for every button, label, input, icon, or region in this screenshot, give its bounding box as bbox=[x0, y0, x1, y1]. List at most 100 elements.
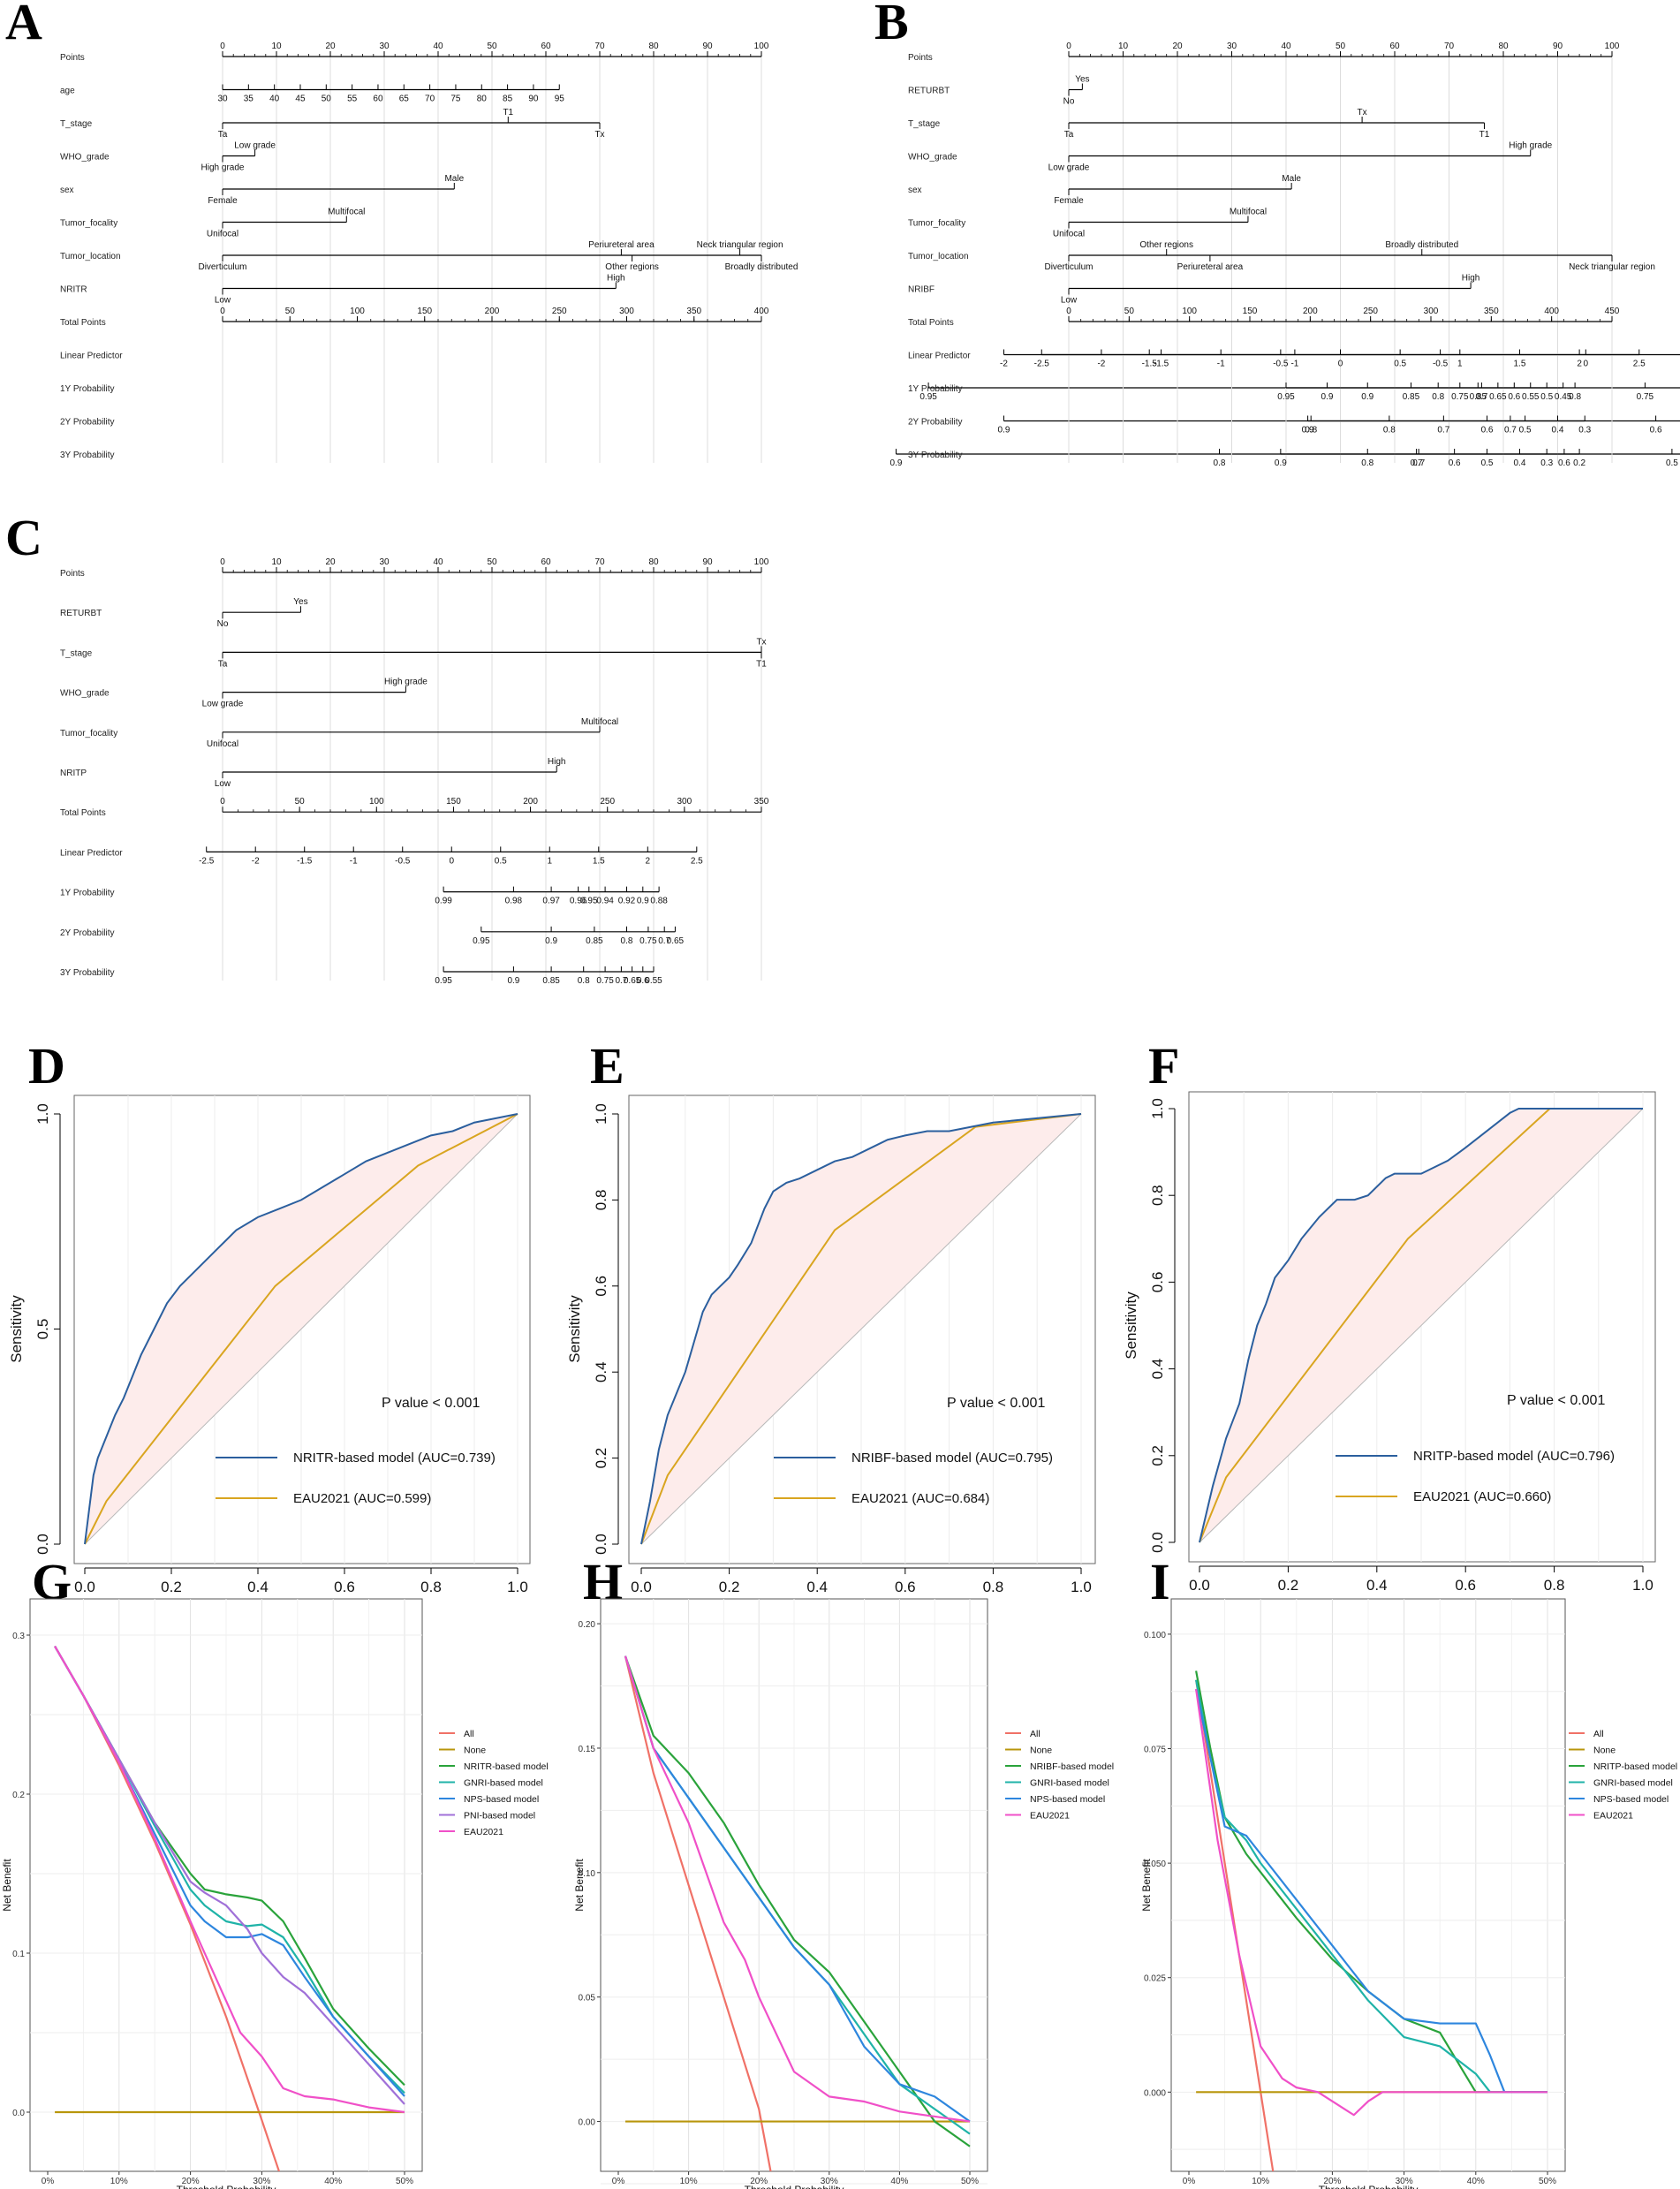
level-label-multifocal: Multifocal bbox=[328, 208, 365, 217]
level-label-neck-triangular-region: Neck triangular region bbox=[1569, 262, 1655, 272]
series-group bbox=[1195, 1670, 1548, 2171]
p-value-text: P value < 0.001 bbox=[382, 1396, 480, 1411]
roc-chart-f: 0.00.20.40.60.81.01 - Specificity0.00.20… bbox=[1123, 1091, 1656, 1621]
tick-label: -2 bbox=[1097, 360, 1105, 369]
level-label-tx: Tx bbox=[1358, 108, 1367, 117]
x-tick-label: 20% bbox=[750, 2177, 768, 2186]
y-tick-label: 0.075 bbox=[1144, 1746, 1166, 1755]
tick-label: 100 bbox=[369, 797, 384, 807]
tick-label: 0.6 bbox=[1449, 458, 1461, 468]
tick-label: 20 bbox=[1172, 42, 1183, 51]
tick-label: 0.9 bbox=[998, 426, 1010, 436]
x-axis-title: Threshold Probability bbox=[177, 2184, 276, 2189]
decision-curve-g: 0% 10% 20% 30% 40% 50% Threshold Probability 0.… bbox=[1, 1598, 549, 2189]
series-line-gnri-based-model bbox=[1195, 1679, 1548, 2094]
series-line-nritr-based-model-auc-0-739 bbox=[84, 1113, 518, 1545]
tick-label: 150 bbox=[1243, 307, 1258, 316]
x-tick-label: 0.6 bbox=[334, 1579, 355, 1595]
y-tick-label: 0.2 bbox=[12, 1791, 25, 1800]
y-tick-label: 0.0 bbox=[593, 1534, 609, 1555]
tick-label: 30 bbox=[1227, 42, 1237, 51]
tick-label: 0.6 bbox=[1481, 426, 1494, 436]
tick-label: 0.8 bbox=[1569, 392, 1581, 402]
level-label-broadly-distributed: Broadly distributed bbox=[1385, 240, 1458, 250]
tick-label: 0.55 bbox=[1522, 392, 1540, 402]
tick-label: 200 bbox=[485, 307, 500, 316]
tick-label: 0.98 bbox=[505, 897, 523, 906]
tick-label: 30 bbox=[379, 42, 390, 51]
tick-label: 1.5 bbox=[1513, 360, 1525, 369]
y-tick-label: 0.20 bbox=[579, 1620, 596, 1630]
y-tick-label: 0.8 bbox=[1149, 1185, 1166, 1206]
legend-label-eau2021: EAU2021 bbox=[1593, 1811, 1633, 1822]
tick-label: 100 bbox=[1182, 307, 1197, 316]
level-label-female: Female bbox=[1054, 196, 1084, 206]
level-label-unifocal: Unifocal bbox=[207, 739, 238, 749]
tick-label: 0.95 bbox=[919, 392, 937, 402]
tick-label: -2 bbox=[1000, 360, 1008, 369]
tick-label: 100 bbox=[350, 307, 365, 316]
y-axis-title: Sensitivity bbox=[566, 1295, 583, 1363]
row-label-linear-predictor: Linear Predictor bbox=[908, 352, 971, 361]
level-label-low: Low bbox=[215, 296, 231, 306]
tick-label: 60 bbox=[541, 42, 551, 51]
level-label-diverticulum: Diverticulum bbox=[198, 262, 246, 272]
series-line-nritp-based-model-auc-0-796 bbox=[1199, 1108, 1643, 1543]
tick-label: 0.4 bbox=[1552, 426, 1564, 436]
tick-label: 0.75 bbox=[596, 976, 614, 986]
row-label-t-stage: T_stage bbox=[60, 119, 93, 129]
tick-label: 50 bbox=[487, 557, 497, 567]
level-label-periureteral-area: Periureteral area bbox=[1177, 262, 1244, 272]
tick-label: 60 bbox=[1389, 42, 1400, 51]
tick-label: 250 bbox=[600, 797, 615, 807]
tick-label: -1 bbox=[1290, 360, 1298, 369]
tick-label: 0.9 bbox=[545, 936, 557, 946]
tick-label: 0.7 bbox=[1475, 392, 1487, 402]
tick-label: 0.7 bbox=[1437, 426, 1449, 436]
tick-label: 90 bbox=[702, 557, 713, 567]
tick-label: 0.9 bbox=[1275, 458, 1287, 468]
row-label-t-stage: T_stage bbox=[908, 119, 941, 129]
level-label-other-regions: Other regions bbox=[1139, 240, 1193, 250]
x-tick-label: 30% bbox=[1396, 2177, 1413, 2186]
legend-label-nritr-based-model-auc-0-739: NRITR-based model (AUC=0.739) bbox=[293, 1450, 496, 1466]
x-tick-label: 0.6 bbox=[895, 1579, 916, 1595]
panel-letter-e: E bbox=[590, 1037, 624, 1094]
tick-label: 0.8 bbox=[1432, 392, 1444, 402]
level-label-t1: T1 bbox=[1479, 130, 1490, 140]
row-label-sex: sex bbox=[60, 186, 74, 195]
p-value-text: P value < 0.001 bbox=[1507, 1393, 1605, 1408]
tick-label: 0.85 bbox=[1470, 392, 1487, 402]
level-label-yes: Yes bbox=[293, 597, 307, 607]
y-tick-label: 0.05 bbox=[579, 1994, 596, 2003]
row-label-3y-probability: 3Y Probability bbox=[60, 451, 115, 460]
legend-label-nps-based-model: NPS-based model bbox=[1593, 1794, 1669, 1805]
legend-label-eau2021-auc-0-660: EAU2021 (AUC=0.660) bbox=[1413, 1489, 1551, 1504]
tick-label: 0.9 bbox=[890, 458, 903, 468]
tick-label: 0.5 bbox=[1666, 458, 1678, 468]
tick-label: 250 bbox=[552, 307, 567, 316]
legend-label-nritp-based-model: NRITP-based model bbox=[1593, 1761, 1677, 1772]
tick-label: 0.7 bbox=[1412, 458, 1425, 468]
y-tick-label: 0.8 bbox=[593, 1190, 609, 1211]
tick-label: 40 bbox=[269, 95, 280, 104]
tick-label: 0.55 bbox=[645, 976, 662, 986]
tick-label: 0.95 bbox=[473, 936, 490, 946]
legend-label-all: All bbox=[464, 1729, 474, 1739]
tick-label: 0.7 bbox=[658, 936, 670, 946]
y-tick-label: 0.1 bbox=[12, 1950, 25, 1959]
tick-label: 0.9 bbox=[1302, 426, 1314, 436]
row-label-nritp: NRITP bbox=[60, 769, 87, 778]
tick-label: 0.99 bbox=[435, 897, 452, 906]
level-label-multifocal: Multifocal bbox=[581, 717, 618, 727]
tick-label: 60 bbox=[373, 95, 383, 104]
reference-diagonal bbox=[640, 1113, 1082, 1545]
tick-label: 20 bbox=[325, 557, 336, 567]
tick-label: 300 bbox=[1424, 307, 1439, 316]
row-label-1y-probability: 1Y Probability bbox=[908, 384, 963, 394]
y-tick-label: 0.050 bbox=[1144, 1860, 1166, 1869]
tick-label: 0.85 bbox=[586, 936, 603, 946]
y-tick-label: 0.5 bbox=[34, 1319, 51, 1340]
y-tick-label: 1.0 bbox=[34, 1103, 51, 1125]
